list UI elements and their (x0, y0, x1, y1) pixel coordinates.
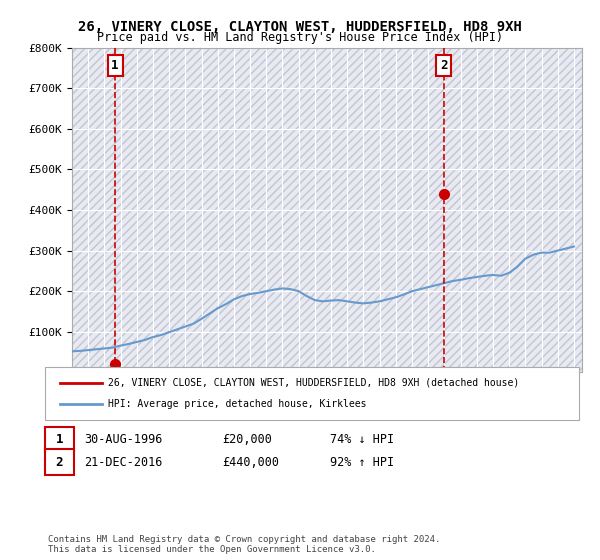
Text: 2: 2 (56, 455, 63, 469)
Text: £440,000: £440,000 (222, 455, 279, 469)
Text: 21-DEC-2016: 21-DEC-2016 (84, 455, 163, 469)
Text: 2: 2 (440, 59, 448, 72)
Text: 26, VINERY CLOSE, CLAYTON WEST, HUDDERSFIELD, HD8 9XH: 26, VINERY CLOSE, CLAYTON WEST, HUDDERSF… (78, 20, 522, 34)
Text: This data is licensed under the Open Government Licence v3.0.: This data is licensed under the Open Gov… (48, 545, 376, 554)
Text: 74% ↓ HPI: 74% ↓ HPI (330, 433, 394, 446)
Text: £20,000: £20,000 (222, 433, 272, 446)
Text: 92% ↑ HPI: 92% ↑ HPI (330, 455, 394, 469)
Text: 1: 1 (56, 433, 63, 446)
Text: HPI: Average price, detached house, Kirklees: HPI: Average price, detached house, Kirk… (108, 399, 367, 409)
Text: Price paid vs. HM Land Registry's House Price Index (HPI): Price paid vs. HM Land Registry's House … (97, 31, 503, 44)
Text: Contains HM Land Registry data © Crown copyright and database right 2024.: Contains HM Land Registry data © Crown c… (48, 535, 440, 544)
Text: 30-AUG-1996: 30-AUG-1996 (84, 433, 163, 446)
Text: 26, VINERY CLOSE, CLAYTON WEST, HUDDERSFIELD, HD8 9XH (detached house): 26, VINERY CLOSE, CLAYTON WEST, HUDDERSF… (108, 378, 519, 388)
FancyBboxPatch shape (72, 48, 582, 372)
Text: 1: 1 (112, 59, 119, 72)
